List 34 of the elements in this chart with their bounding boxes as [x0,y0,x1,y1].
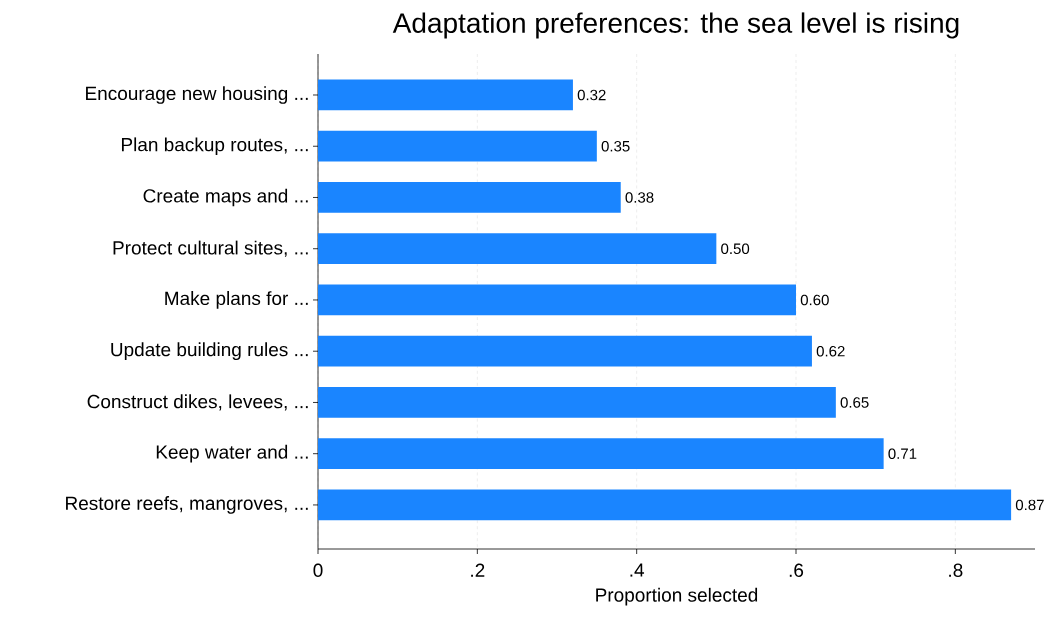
y-tick-label: Make plans for ... [165,291,308,309]
data-label: 0.60 [800,294,829,306]
x-axis-title: Proportion selected [596,587,758,606]
data-label: 0.62 [816,345,845,357]
bar [318,233,717,265]
data-label: 0.50 [721,243,750,255]
data-label: 0.35 [601,140,630,152]
y-tick-label: Update building rules ... [111,342,308,361]
bar [318,335,812,367]
x-tick-label: .2 [471,563,485,577]
bar [318,489,1012,521]
data-label: 0.32 [577,89,606,101]
y-tick-label: Create maps and ... [143,188,308,207]
bar [318,438,884,470]
bar [318,79,573,111]
data-label: 0.71 [888,448,917,459]
y-tick-label: Restore reefs, mangroves, ... [66,496,308,514]
y-tick-label: Protect cultural sites, ... [113,240,308,257]
data-label: 0.87 [1015,499,1044,511]
bar [318,130,597,162]
y-tick-label: Plan backup routes, ... [121,137,308,156]
y-tick-label: Construct dikes, levees, ... [87,394,308,411]
bar [318,387,836,418]
chart-title: Adaptation preferences: the sea level is rising [392,12,959,39]
y-tick-label: Keep water and ... [156,444,308,463]
x-tick-label: .6 [789,563,804,577]
data-label: 0.38 [625,192,654,203]
y-tick-label: Encourage new housing ... [86,86,308,104]
x-tick-label: 0 [313,563,323,577]
data-label: 0.65 [840,397,869,408]
x-tick-label: .8 [949,563,963,577]
bar [318,284,797,316]
x-tick-label: .4 [630,563,645,577]
bar [318,182,621,213]
